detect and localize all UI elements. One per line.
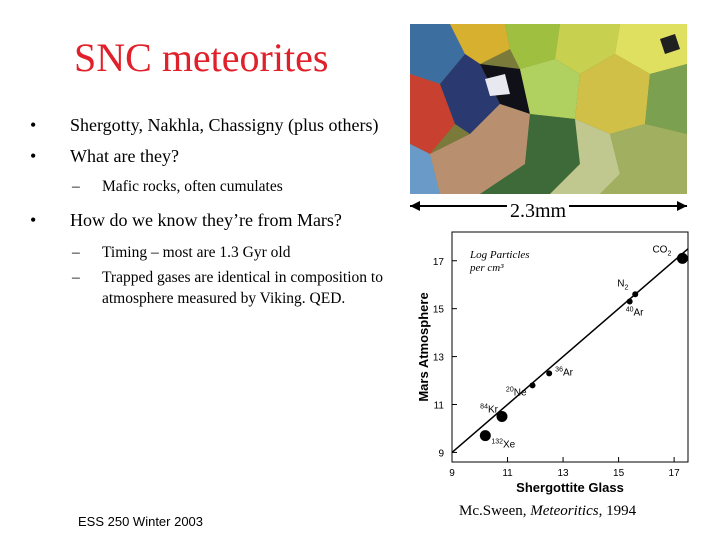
x-axis-label: Shergottite Glass	[516, 480, 624, 495]
sub-bullet-text: Timing – most are 1.3 Gyr old	[102, 244, 291, 261]
y-axis-ticks: 9 11 13 15 17	[433, 257, 457, 459]
sub-bullet-item: – Mafic rocks, often cumulates	[30, 176, 400, 197]
gas-abundance-chart: 9 11 13 15 17 9 11 13 15 17 132Xe 84Kr 20Ne 36Ar 40A…	[416, 231, 689, 495]
bullet-text: What are they?	[70, 146, 179, 166]
data-point-label: 40Ar	[626, 306, 644, 318]
bullet-marker: •	[30, 210, 37, 230]
sub-bullet-marker: –	[72, 178, 80, 195]
y-tick-label: 9	[438, 448, 444, 459]
meteorite-thin-section-image	[410, 24, 687, 194]
x-tick-label: 9	[449, 468, 455, 479]
credit-author: Mc.Sween,	[459, 503, 531, 519]
credit-year: , 1994	[598, 503, 637, 519]
bullet-item: • What are they?	[30, 145, 400, 168]
x-tick-label: 15	[613, 468, 625, 479]
y-axis-label: Mars Atmosphere	[416, 292, 431, 401]
y-tick-label: 15	[433, 305, 445, 316]
chart-annotation-line1: Log Particles	[469, 249, 530, 261]
y-tick-label: 17	[433, 257, 445, 268]
slide-title: SNC meteorites	[74, 35, 329, 80]
fit-line	[451, 248, 689, 453]
figure-credit: Mc.Sween, Meteoritics, 1994	[459, 503, 636, 520]
x-axis-ticks: 9 11 13 15 17	[449, 457, 680, 479]
sub-bullet-text: Trapped gases are identical in compositi…	[102, 269, 383, 307]
y-tick-label: 11	[434, 401, 445, 412]
data-point-label: N2	[617, 278, 628, 291]
course-footer: ESS 250 Winter 2003	[78, 514, 204, 529]
sub-bullet-marker: –	[72, 269, 80, 286]
bullet-text: Shergotty, Nakhla, Chassigny (plus other…	[70, 115, 379, 135]
sub-bullet-item: – Timing – most are 1.3 Gyr old	[30, 242, 400, 263]
data-points: 132Xe 84Kr 20Ne 36Ar 40Ar N2 CO2	[479, 244, 688, 451]
bullet-marker: •	[30, 146, 37, 166]
sub-bullet-text: Mafic rocks, often cumulates	[102, 178, 283, 195]
y-tick-label: 13	[433, 353, 445, 364]
x-tick-label: 11	[502, 468, 513, 479]
sub-bullet-marker: –	[72, 244, 80, 261]
data-point-label: 20Ne	[506, 386, 527, 398]
data-point	[529, 382, 536, 389]
data-point	[496, 410, 508, 422]
x-tick-label: 13	[557, 468, 569, 479]
bullet-marker: •	[30, 115, 37, 135]
data-point	[546, 370, 553, 377]
x-tick-label: 17	[669, 468, 681, 479]
sub-bullet-item: – Trapped gases are identical in composi…	[30, 267, 400, 309]
scale-bar-label: 2.3mm	[507, 200, 570, 223]
chart-annotation-line2: per cm³	[469, 262, 504, 274]
bullet-text: How do we know they’re from Mars?	[70, 210, 342, 230]
data-point	[632, 291, 639, 298]
credit-journal: Meteoritics	[530, 503, 599, 519]
bullet-item: • How do we know they’re from Mars?	[30, 209, 400, 232]
bullet-item: • Shergotty, Nakhla, Chassigny (plus oth…	[30, 114, 400, 137]
scale-bar-left-arrow-icon	[410, 201, 420, 211]
data-point	[479, 430, 491, 442]
thin-section-graphic	[410, 24, 687, 194]
data-point-label: CO2	[652, 244, 671, 257]
plot-frame	[451, 231, 689, 463]
data-point-label: 36Ar	[555, 366, 573, 378]
data-point-label: 132Xe	[491, 439, 515, 451]
data-point	[676, 252, 688, 264]
scale-bar-right-arrow-icon	[677, 201, 687, 211]
data-point	[626, 298, 633, 305]
bullet-list: • Shergotty, Nakhla, Chassigny (plus oth…	[30, 114, 400, 313]
data-point-label: 84Kr	[480, 403, 498, 415]
